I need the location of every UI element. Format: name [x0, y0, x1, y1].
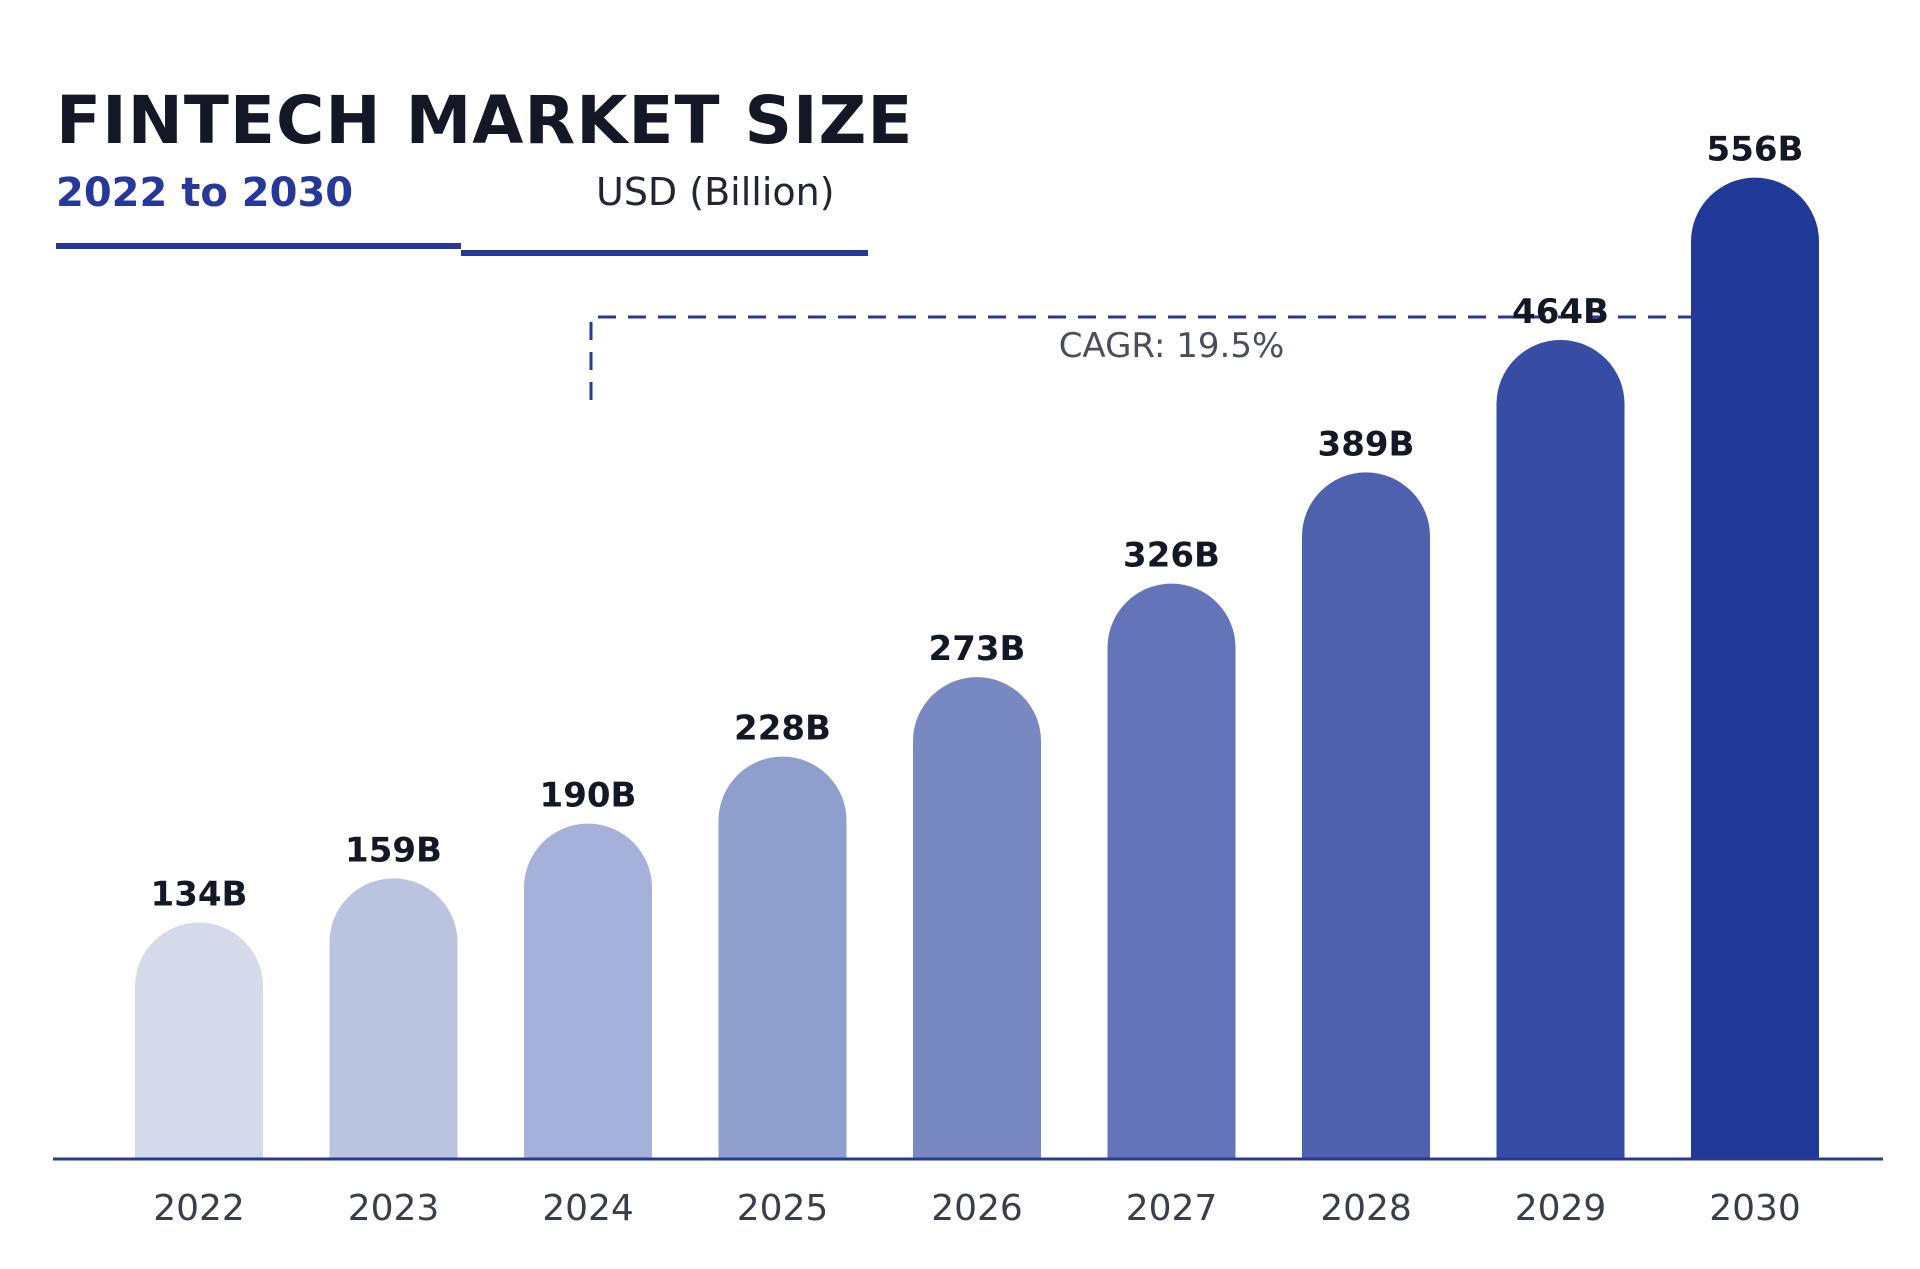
chart-title: FINTECH MARKET SIZE: [56, 82, 914, 159]
category-label-2026: 2026: [931, 1188, 1023, 1229]
bar-2024: [524, 823, 652, 1159]
cagr-bracket: CAGR: 19.5%: [589, 315, 1754, 400]
category-label-2028: 2028: [1320, 1188, 1412, 1229]
value-label-2030: 556B: [1707, 130, 1804, 170]
value-label-2023: 159B: [345, 830, 442, 870]
category-label-2029: 2029: [1515, 1188, 1607, 1229]
value-label-2025: 228B: [734, 709, 831, 749]
value-label-2022: 134B: [151, 874, 248, 914]
category-label-2027: 2027: [1126, 1188, 1218, 1229]
unit-label: USD (Billion): [596, 170, 835, 214]
category-label-2022: 2022: [153, 1188, 245, 1229]
category-label-2024: 2024: [542, 1188, 634, 1229]
bar-2023: [329, 878, 458, 1159]
cagr-bracket-line: [589, 315, 1754, 400]
header-rule-left: [56, 243, 461, 249]
bar-2025: [718, 756, 847, 1159]
category-labels: 2022 2023 2024 2025 2026 2027 2028 2029 2030: [153, 1188, 1801, 1229]
cagr-label: CAGR: 19.5%: [1059, 326, 1285, 366]
chart-subtitle: 2022 to 2030: [56, 170, 354, 216]
value-label-2026: 273B: [929, 629, 1026, 669]
bars: [135, 177, 1819, 1159]
bar-2026: [913, 677, 1041, 1159]
header-rule-right: [461, 250, 868, 256]
value-labels: 134B 159B 190B 228B 273B 326B 389B 464B 556B: [151, 130, 1804, 915]
category-label-2030: 2030: [1709, 1188, 1801, 1229]
bar-2027: [1107, 583, 1236, 1159]
bar-2029: [1496, 340, 1625, 1159]
value-label-2028: 389B: [1318, 424, 1415, 464]
bar-2030: [1691, 177, 1819, 1159]
value-label-2024: 190B: [540, 776, 637, 816]
bar-2022: [135, 922, 263, 1159]
bar-2028: [1302, 472, 1430, 1159]
value-label-2029: 464B: [1512, 292, 1609, 332]
value-label-2027: 326B: [1123, 536, 1220, 576]
category-label-2025: 2025: [737, 1188, 829, 1229]
category-label-2023: 2023: [348, 1188, 440, 1229]
